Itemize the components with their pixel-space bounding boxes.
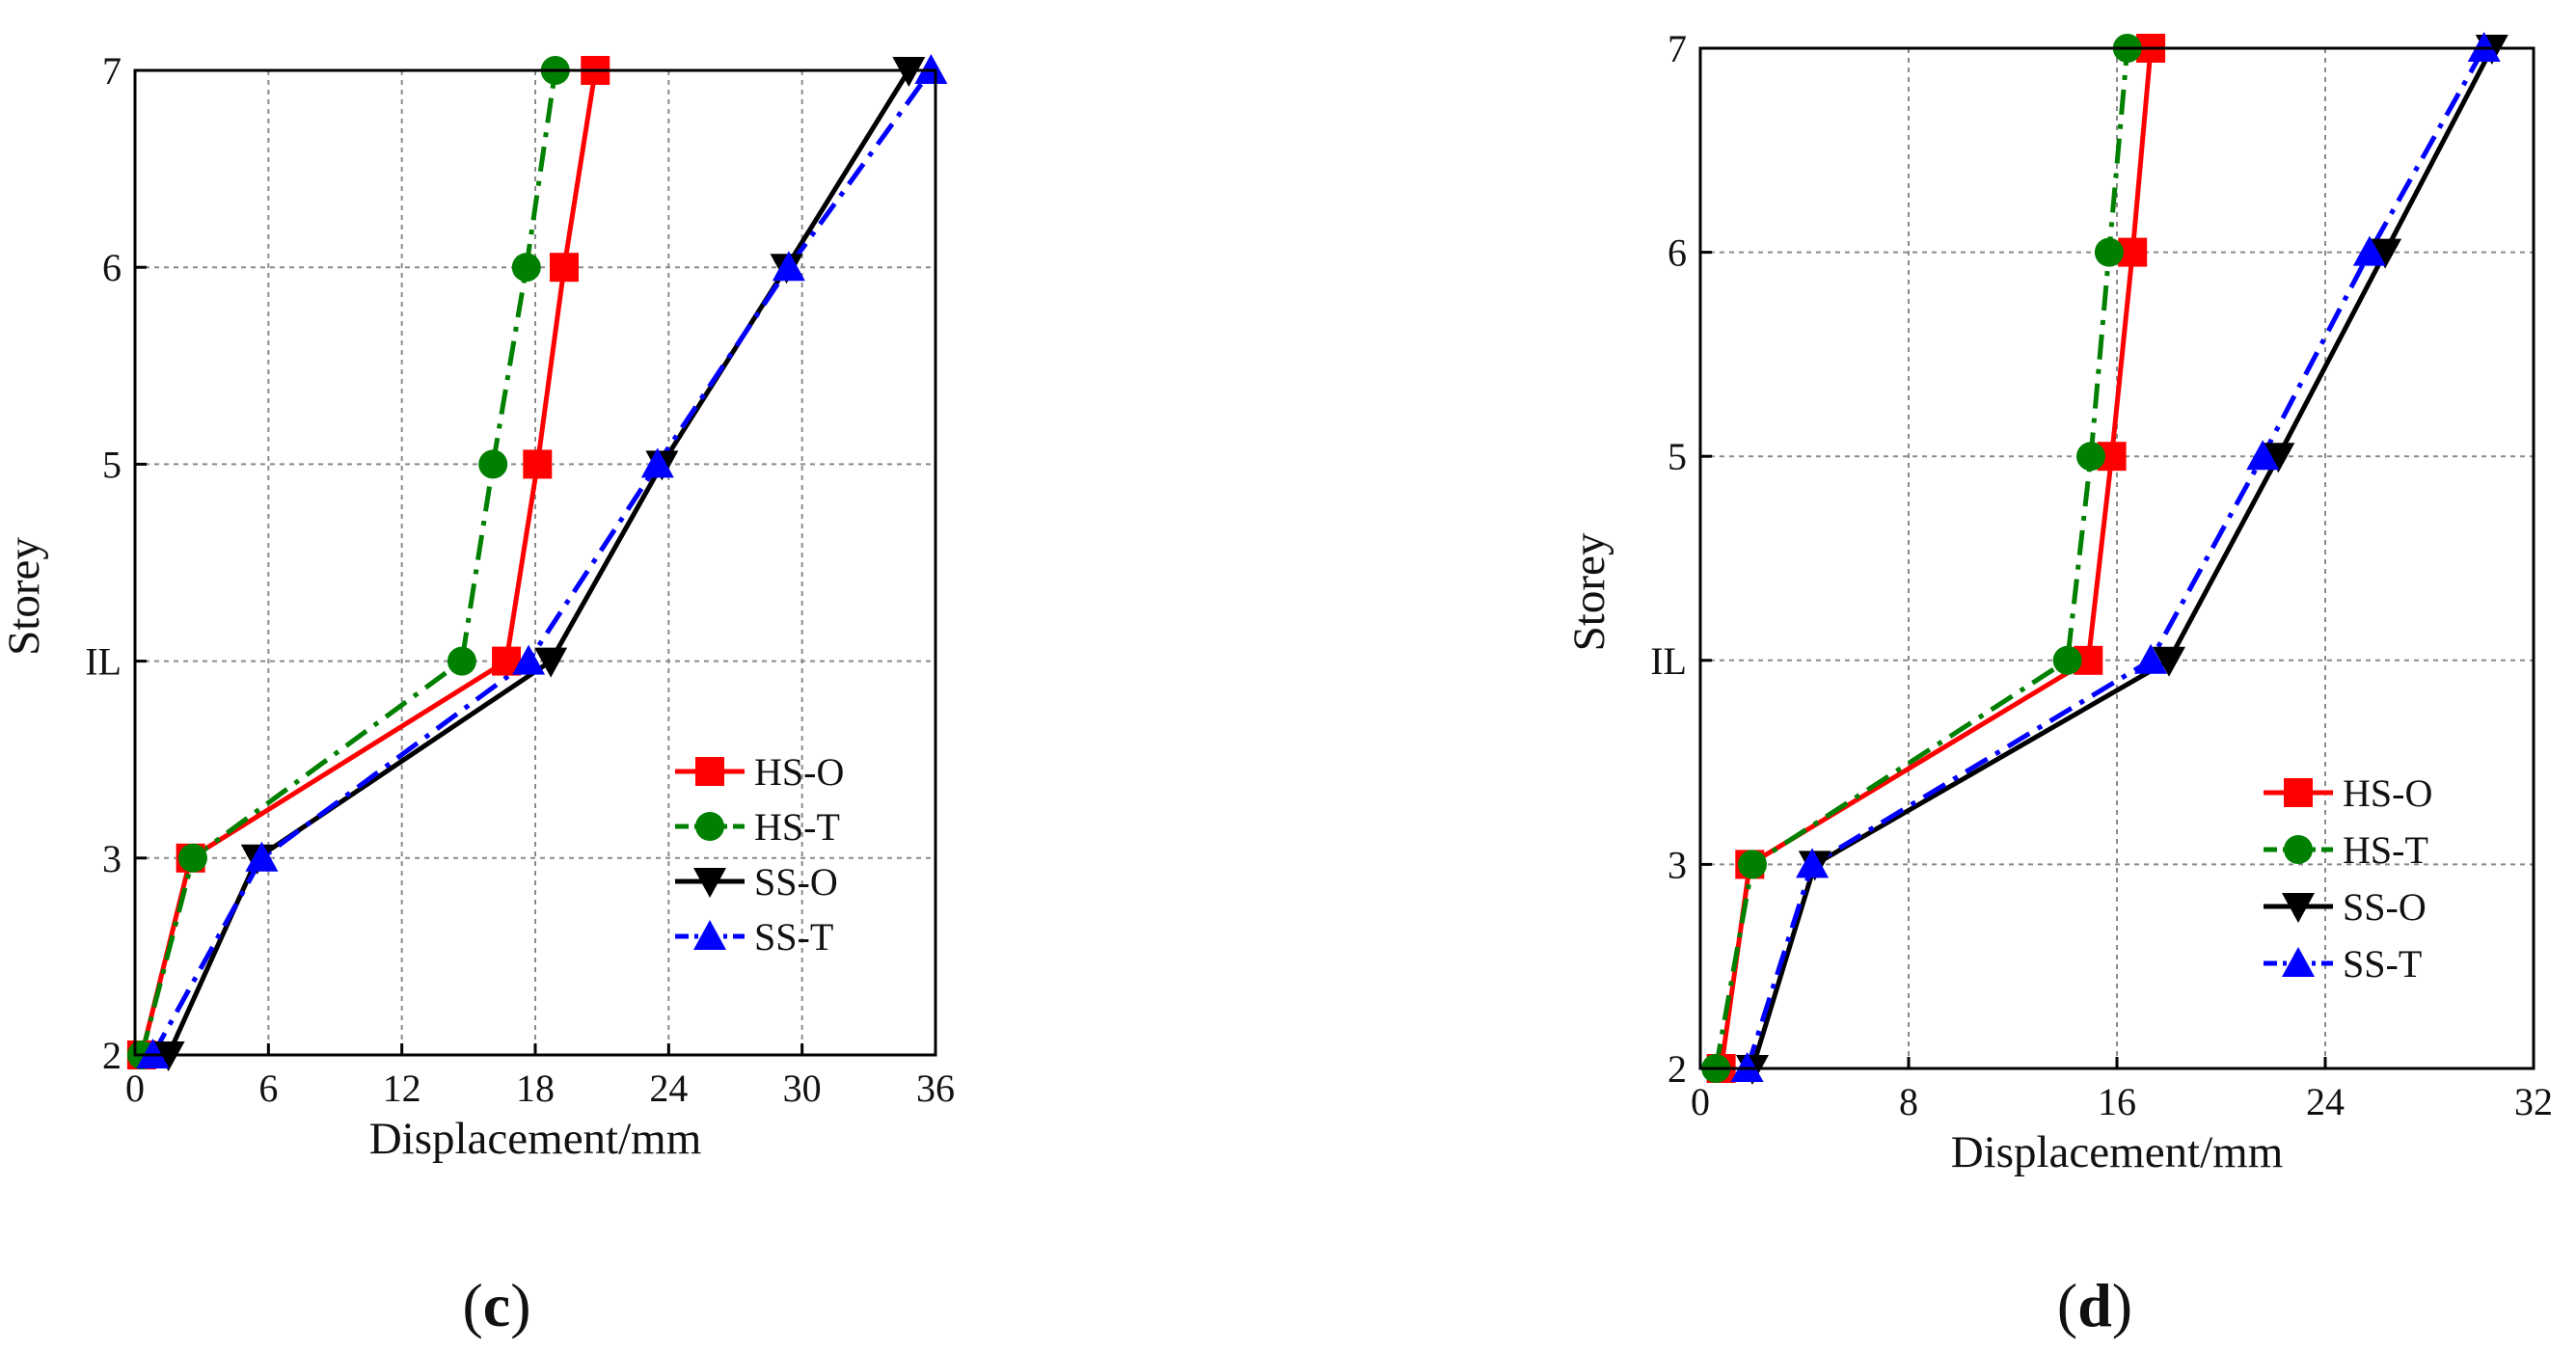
legend-label-hs-o: HS-O bbox=[2343, 771, 2432, 815]
data-point-ss-t bbox=[245, 841, 279, 872]
x-tick-label: 0 bbox=[125, 1067, 145, 1110]
data-point-hs-t bbox=[447, 646, 476, 676]
series-line-hs-o bbox=[139, 69, 598, 1056]
data-point-ss-t bbox=[2352, 235, 2386, 266]
series-line-hs-o bbox=[1719, 47, 2154, 1069]
data-point-hs-t bbox=[511, 253, 541, 283]
legend-label-hs-o: HS-O bbox=[754, 750, 844, 794]
y-axis-label: Storey bbox=[0, 537, 49, 656]
data-point-hs-t bbox=[1738, 850, 1767, 879]
y-tick-label: 6 bbox=[1668, 231, 1687, 275]
data-point-ss-t bbox=[2134, 643, 2168, 674]
series-line-ss-t bbox=[150, 68, 934, 1057]
legend-label-ss-o: SS-O bbox=[754, 860, 838, 904]
legend-marker-hs-t bbox=[2284, 835, 2313, 864]
data-point-ss-o bbox=[2369, 238, 2402, 269]
y-tick-label: 5 bbox=[102, 443, 122, 486]
panel-label: (c) bbox=[462, 1271, 530, 1339]
x-tick-label: 18 bbox=[516, 1067, 555, 1110]
data-point-ss-o bbox=[534, 647, 568, 678]
x-tick-label: 12 bbox=[383, 1067, 421, 1110]
x-tick-label: 16 bbox=[2098, 1080, 2136, 1123]
data-point-hs-o bbox=[523, 449, 553, 479]
x-tick-label: 0 bbox=[1691, 1080, 1710, 1123]
legend-marker-ss-t bbox=[693, 920, 726, 950]
data-point-hs-t bbox=[478, 449, 508, 479]
series-line-hs-t bbox=[139, 69, 558, 1056]
x-axis-label: Displacement/mm bbox=[369, 1114, 702, 1164]
legend-marker-hs-t bbox=[695, 812, 724, 841]
series-line-ss-o bbox=[1749, 46, 2495, 1069]
y-tick-label: 2 bbox=[1668, 1047, 1687, 1091]
legend-marker-ss-o bbox=[2282, 893, 2315, 923]
data-point-ss-t bbox=[1796, 848, 1830, 878]
y-axis-label: Storey bbox=[1564, 532, 1614, 651]
legend-label-ss-t: SS-T bbox=[2343, 942, 2422, 986]
data-point-hs-t bbox=[2076, 442, 2105, 472]
y-tick-label: 7 bbox=[1668, 27, 1687, 70]
y-tick-label: IL bbox=[1650, 639, 1687, 683]
series-line-ss-o bbox=[166, 68, 911, 1057]
legend-marker-hs-o bbox=[695, 757, 724, 786]
legend-label-hs-t: HS-T bbox=[754, 805, 840, 849]
data-point-hs-t bbox=[177, 843, 207, 873]
data-point-ss-t bbox=[2246, 440, 2280, 471]
data-point-hs-t bbox=[2052, 645, 2082, 675]
x-tick-label: 8 bbox=[1899, 1080, 1918, 1123]
y-tick-label: 3 bbox=[102, 837, 122, 880]
legend: HS-O HS-T SS-O SS-T bbox=[2264, 771, 2432, 986]
x-axis-label: Displacement/mm bbox=[1951, 1127, 2284, 1177]
legend-label-hs-t: HS-T bbox=[2343, 828, 2428, 872]
chart-panel-c: 0 6 12 18 24 30 36 2 3 IL 5 6 7 Displacement/mm Storey… bbox=[0, 49, 955, 1339]
y-tick-label: IL bbox=[85, 640, 122, 684]
data-point-ss-t bbox=[772, 251, 805, 282]
legend-marker-ss-t bbox=[2282, 947, 2315, 977]
x-tick-label: 32 bbox=[2514, 1080, 2553, 1123]
series-line-hs-t bbox=[1713, 47, 2130, 1069]
chart-panel-d: 0 8 16 24 32 2 3 IL 5 6 7 Displacement/mm Storey HS-O… bbox=[1564, 27, 2553, 1339]
legend-label-ss-t: SS-T bbox=[754, 915, 833, 959]
y-tick-label: 2 bbox=[102, 1034, 122, 1077]
y-tick-label: 5 bbox=[1668, 435, 1687, 478]
data-point-hs-o bbox=[549, 253, 579, 283]
legend-marker-ss-o bbox=[693, 868, 726, 898]
y-tick-label: 7 bbox=[102, 49, 122, 93]
y-tick-label: 6 bbox=[102, 246, 122, 289]
y-tick-label: 3 bbox=[1668, 843, 1687, 886]
x-tick-label: 6 bbox=[258, 1067, 278, 1110]
data-point-ss-o bbox=[2262, 443, 2295, 473]
panel-label: (d) bbox=[2057, 1271, 2132, 1339]
data-point-ss-t bbox=[640, 447, 674, 478]
data-point-ss-t bbox=[512, 644, 546, 675]
x-tick-label: 24 bbox=[649, 1067, 688, 1110]
x-tick-label: 36 bbox=[916, 1067, 955, 1110]
x-tick-label: 24 bbox=[2306, 1080, 2345, 1123]
legend-marker-hs-o bbox=[2284, 778, 2313, 807]
data-point-hs-t bbox=[2094, 237, 2124, 267]
x-tick-label: 30 bbox=[783, 1067, 822, 1110]
data-point-ss-o bbox=[2153, 646, 2185, 677]
legend-label-ss-o: SS-O bbox=[2343, 885, 2427, 929]
legend: HS-O HS-T SS-O SS-T bbox=[675, 750, 844, 959]
series-line-ss-t bbox=[1745, 46, 2486, 1069]
